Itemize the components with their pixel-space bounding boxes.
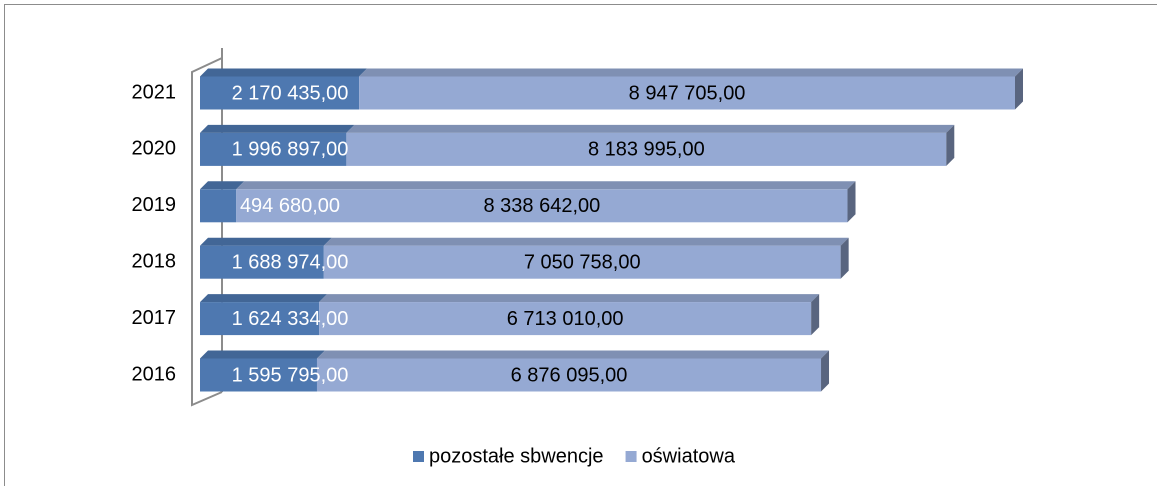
bar bbox=[200, 132, 347, 166]
legend-label: pozostałe sbwencje bbox=[429, 445, 604, 467]
bar bbox=[200, 358, 317, 392]
bar bbox=[346, 132, 947, 166]
y-tick-label: 2017 bbox=[132, 307, 177, 329]
bar-top bbox=[323, 237, 849, 246]
bar-side bbox=[821, 350, 830, 392]
data-label: 8 183 995,00 bbox=[588, 139, 705, 161]
data-label: 7 050 758,00 bbox=[524, 251, 641, 273]
bar-top bbox=[316, 350, 830, 359]
bar-top bbox=[200, 237, 332, 246]
bar bbox=[200, 189, 237, 223]
y-tick-label: 2016 bbox=[132, 363, 177, 385]
bar-top bbox=[346, 124, 955, 133]
data-label: 6 876 095,00 bbox=[511, 364, 628, 386]
bar-side bbox=[946, 124, 955, 166]
data-label: 1 624 334,00 bbox=[232, 308, 349, 330]
bar bbox=[200, 76, 360, 110]
bar-top bbox=[236, 181, 856, 190]
bar-top bbox=[200, 124, 355, 133]
bar-side bbox=[840, 237, 849, 279]
data-label: 1 688 974,00 bbox=[232, 251, 349, 273]
bar-top bbox=[200, 350, 325, 359]
bar-top bbox=[359, 68, 1023, 77]
y-tick-label: 2019 bbox=[132, 194, 177, 216]
bar-top bbox=[319, 294, 820, 303]
data-label: 6 713 010,00 bbox=[507, 308, 624, 330]
legend-swatch bbox=[625, 451, 637, 462]
data-label: 2 170 435,00 bbox=[232, 82, 349, 104]
legend-label: oświatowa bbox=[642, 445, 736, 467]
bar bbox=[323, 245, 841, 279]
data-label: 1 996 897,00 bbox=[232, 139, 349, 161]
legend-swatch bbox=[413, 451, 424, 462]
data-label: 1 595 795,00 bbox=[232, 364, 349, 386]
bar bbox=[236, 189, 848, 223]
bar bbox=[319, 302, 812, 336]
bar-side bbox=[811, 294, 820, 336]
bar-top bbox=[200, 294, 328, 303]
bar bbox=[316, 358, 822, 392]
bar-top bbox=[200, 181, 245, 190]
data-label: 8 947 705,00 bbox=[629, 82, 746, 104]
bar bbox=[200, 302, 320, 336]
bar bbox=[200, 245, 324, 279]
bar-top bbox=[200, 68, 368, 77]
y-tick-label: 2021 bbox=[132, 81, 177, 103]
data-label: 8 338 642,00 bbox=[483, 195, 600, 217]
bar bbox=[359, 76, 1015, 110]
y-tick-label: 2020 bbox=[132, 138, 177, 160]
data-label: 494 680,00 bbox=[240, 195, 340, 217]
bar-side bbox=[847, 181, 856, 223]
y-tick-label: 2018 bbox=[132, 250, 177, 272]
bar-side bbox=[1015, 68, 1023, 110]
